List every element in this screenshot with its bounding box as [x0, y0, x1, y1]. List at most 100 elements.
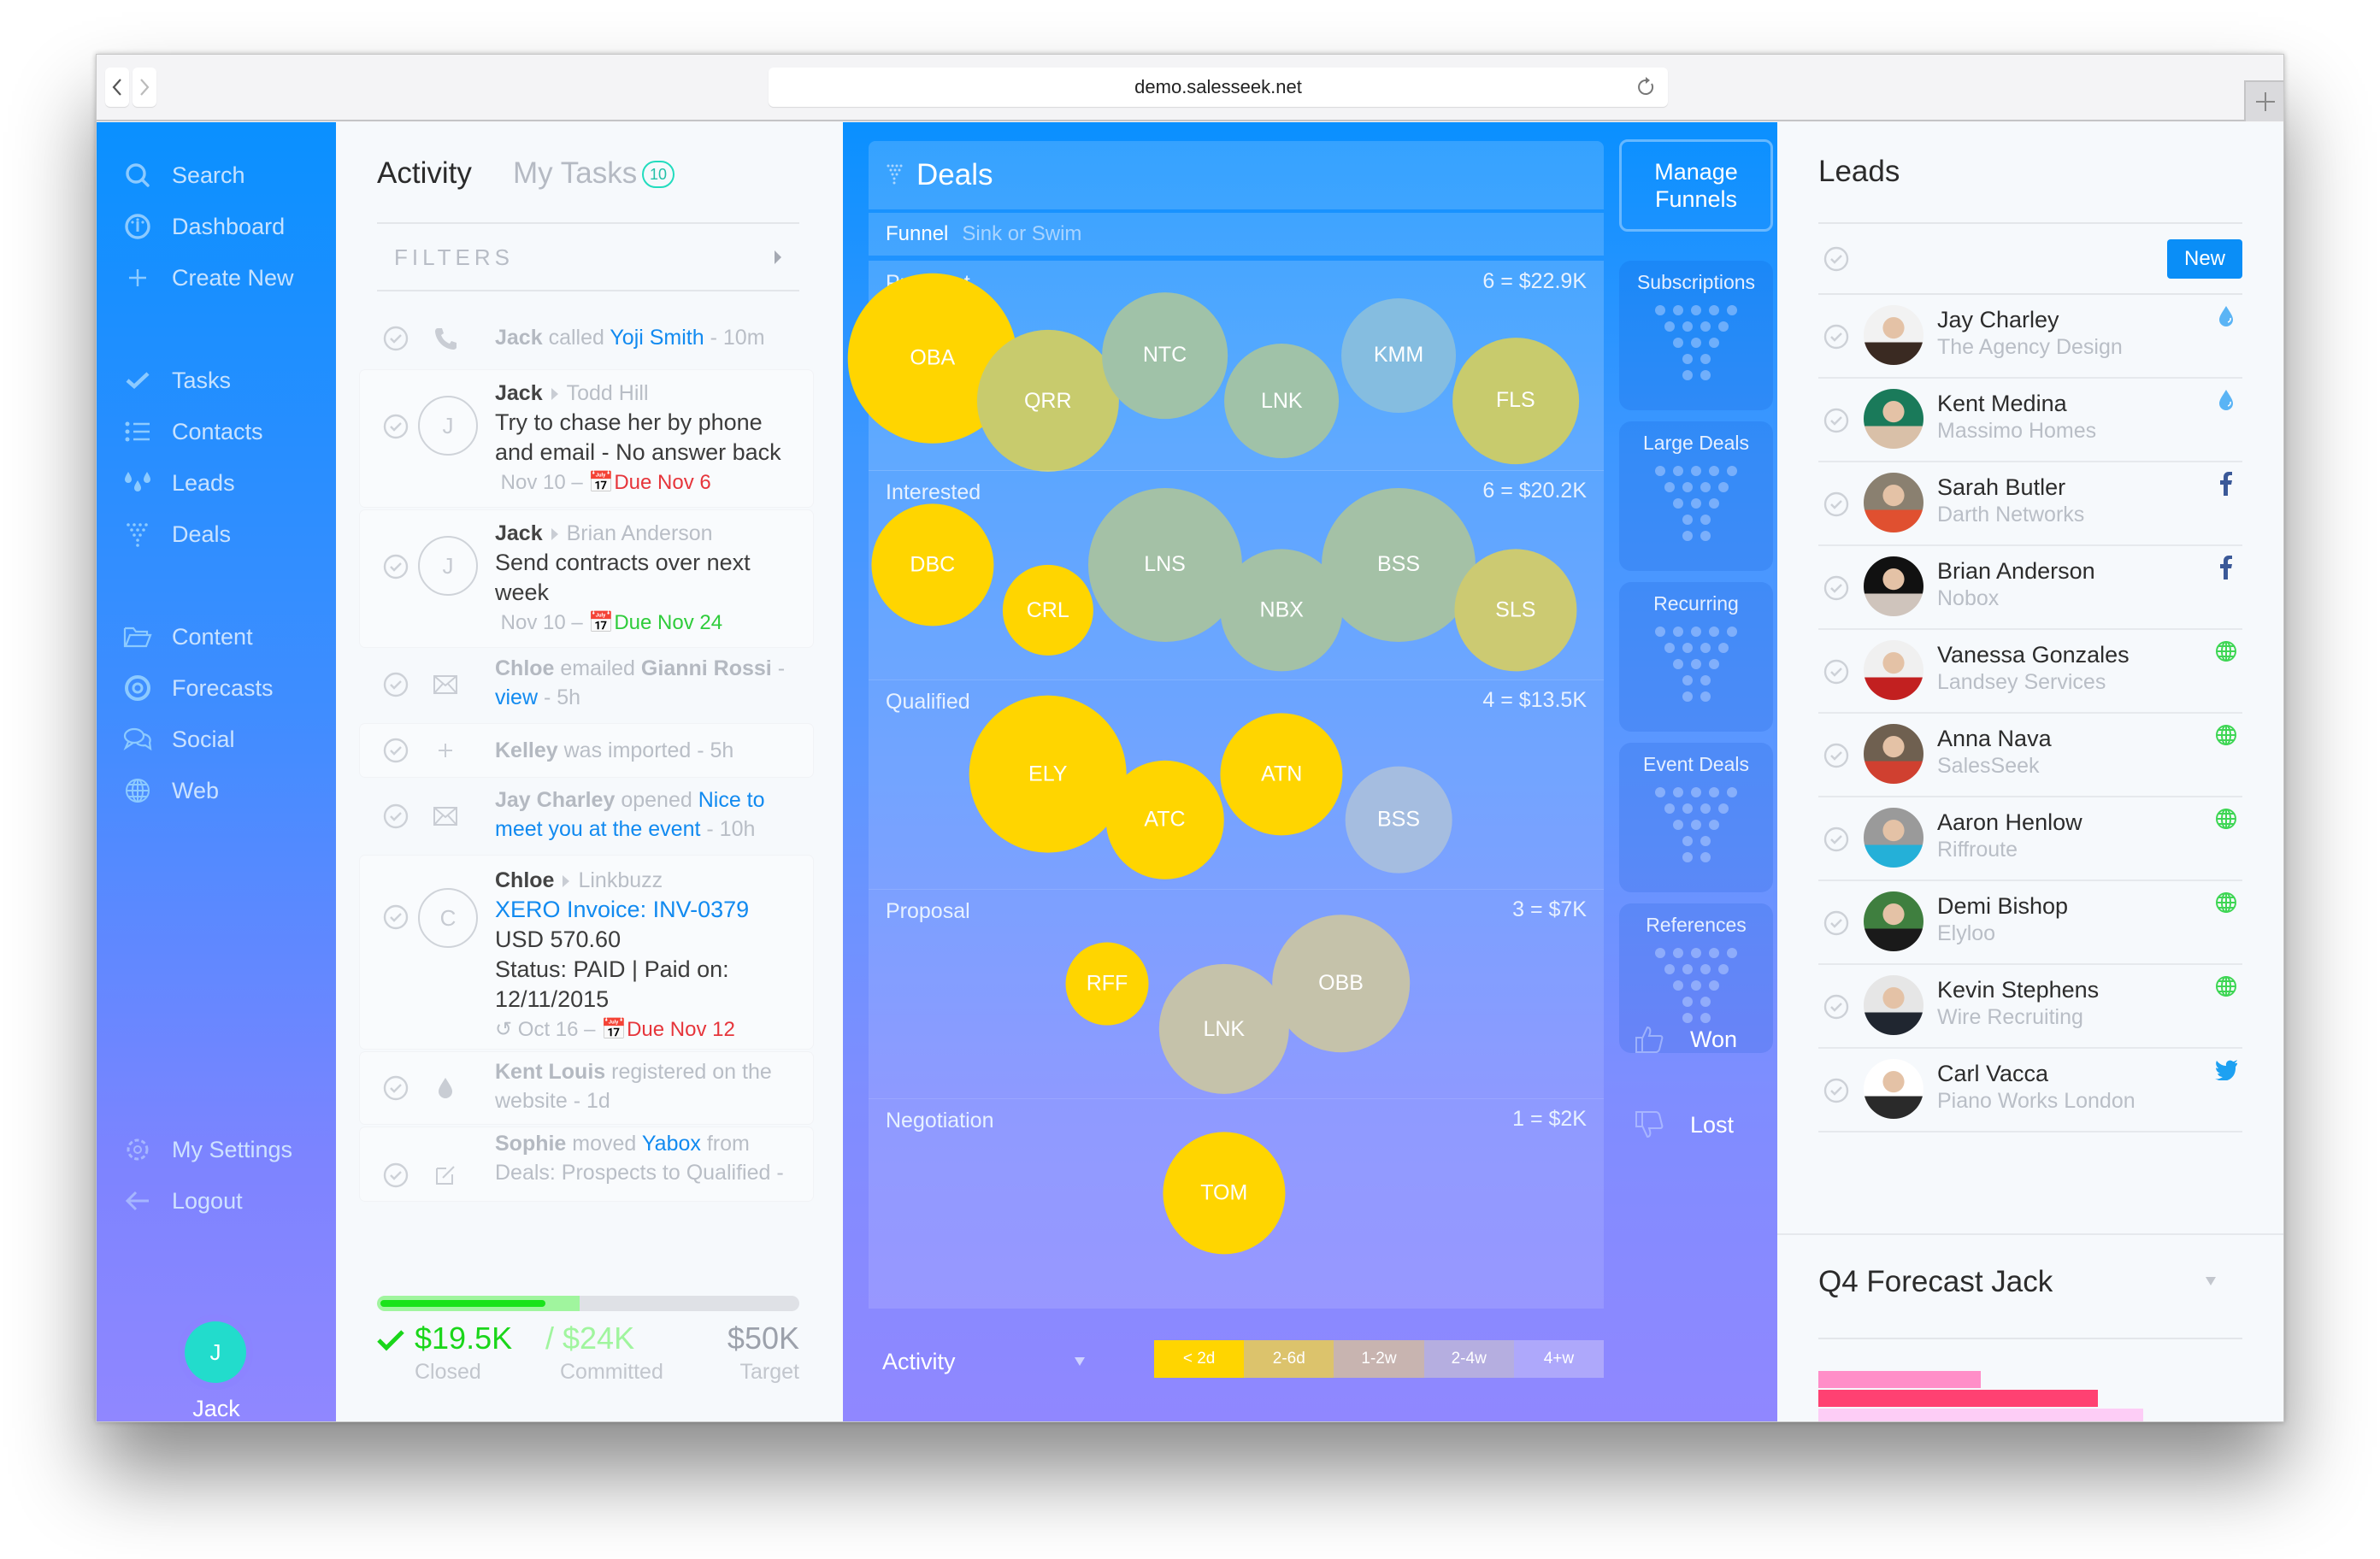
- select-all-check-icon[interactable]: [1823, 245, 1850, 273]
- won-dropzone[interactable]: Won: [1634, 1024, 1737, 1055]
- check-circle-icon[interactable]: [382, 737, 409, 764]
- deal-bubble[interactable]: DBC: [871, 503, 994, 627]
- sidebar-item-deals[interactable]: Deals: [122, 517, 231, 551]
- tab-my-tasks[interactable]: My Tasks: [513, 156, 638, 190]
- sidebar-item-social[interactable]: Social: [122, 722, 235, 756]
- deal-bubble[interactable]: OBB: [1271, 914, 1411, 1053]
- funnel-card-event-deals[interactable]: Event Deals: [1619, 743, 1773, 892]
- sidebar-item-forecasts[interactable]: Forecasts: [122, 671, 274, 705]
- deal-link[interactable]: Yabox: [641, 1132, 701, 1156]
- check-circle-icon[interactable]: [382, 671, 409, 698]
- sidebar-item-my-settings[interactable]: My Settings: [122, 1132, 292, 1167]
- feed-item[interactable]: Jack called Yoji Smith - 10m: [360, 309, 813, 368]
- funnel-card-references[interactable]: References: [1619, 903, 1773, 1053]
- deal-bubble[interactable]: NTC: [1101, 291, 1228, 419]
- filters-toggle[interactable]: FILTERS: [377, 225, 799, 290]
- check-circle-icon[interactable]: [382, 803, 409, 830]
- feed-item[interactable]: Chloe emailed Gianni Rossi - view - 5h: [360, 650, 813, 719]
- deal-bubble[interactable]: LNS: [1087, 487, 1242, 642]
- check-circle-icon[interactable]: [1823, 407, 1850, 434]
- lead-row[interactable]: Carl Vacca Piano Works London: [1818, 1049, 2242, 1132]
- caret-down-icon[interactable]: [2205, 1276, 2217, 1286]
- deal-bubble[interactable]: ELY: [969, 695, 1128, 854]
- lead-name[interactable]: Sarah Butler: [1937, 474, 2066, 500]
- invoice-link[interactable]: XERO Invoice: INV-0379: [495, 897, 750, 922]
- deal-bubble[interactable]: ATN: [1220, 713, 1343, 836]
- activity-filter-dropdown[interactable]: Activity: [869, 1349, 1094, 1375]
- manage-funnels-button[interactable]: Manage Funnels: [1619, 139, 1773, 232]
- check-circle-icon[interactable]: [1823, 909, 1850, 937]
- check-circle-icon[interactable]: [1823, 323, 1850, 350]
- lead-row[interactable]: Kevin Stephens Wire Recruiting: [1818, 965, 2242, 1049]
- lead-name[interactable]: Kent Medina: [1937, 391, 2067, 416]
- lead-name[interactable]: Anna Nava: [1937, 726, 2052, 751]
- lead-name[interactable]: Brian Anderson: [1937, 558, 2095, 584]
- forward-button[interactable]: [133, 68, 156, 107]
- funnel-card-subscriptions[interactable]: Subscriptions: [1619, 261, 1773, 410]
- reload-icon[interactable]: [1635, 76, 1656, 98]
- deal-bubble[interactable]: LNK: [1158, 963, 1289, 1095]
- user-avatar[interactable]: J: [185, 1321, 246, 1383]
- feed-item-invoice[interactable]: C Chloe Linkbuzz XERO Invoice: INV-0379 U…: [360, 856, 813, 1049]
- contact-link[interactable]: Yoji Smith: [610, 326, 704, 350]
- check-circle-icon[interactable]: [382, 553, 409, 580]
- lead-row[interactable]: Demi Bishop Elyloo: [1818, 881, 2242, 965]
- sidebar-item-logout[interactable]: Logout: [122, 1184, 243, 1218]
- deal-bubble[interactable]: TOM: [1163, 1132, 1286, 1255]
- deal-bubble[interactable]: RFF: [1065, 942, 1149, 1026]
- feed-item-task[interactable]: J Jack Todd Hill Try to chase her by phon…: [360, 370, 813, 507]
- deal-bubble[interactable]: CRL: [1002, 564, 1093, 656]
- check-circle-icon[interactable]: [1823, 742, 1850, 769]
- deal-bubble[interactable]: FLS: [1452, 338, 1579, 464]
- lead-row[interactable]: Brian Anderson Nobox: [1818, 546, 2242, 630]
- check-circle-icon[interactable]: [382, 1162, 409, 1189]
- funnel-name[interactable]: Sink or Swim: [962, 222, 1082, 245]
- check-circle-icon[interactable]: [1823, 826, 1850, 853]
- feed-item-task[interactable]: J Jack Brian Anderson Send contracts over…: [360, 510, 813, 647]
- sidebar-item-web[interactable]: Web: [122, 774, 219, 808]
- deal-bubble[interactable]: LNK: [1224, 344, 1340, 458]
- lead-name[interactable]: Vanessa Gonzales: [1937, 642, 2130, 668]
- sidebar-item-create-new[interactable]: Create New: [122, 261, 294, 295]
- check-circle-icon[interactable]: [382, 413, 409, 440]
- view-link[interactable]: view: [495, 685, 539, 709]
- deal-bubble[interactable]: QRR: [976, 329, 1119, 473]
- back-button[interactable]: [105, 68, 129, 107]
- address-bar[interactable]: demo.salesseek.net: [769, 68, 1668, 107]
- check-circle-icon[interactable]: [1823, 658, 1850, 685]
- lead-row[interactable]: Anna Nava SalesSeek: [1818, 714, 2242, 797]
- deal-bubble[interactable]: SLS: [1454, 549, 1577, 672]
- deal-bubble[interactable]: ATC: [1105, 760, 1224, 880]
- lead-row[interactable]: Jay Charley The Agency Design: [1818, 295, 2242, 379]
- check-circle-icon[interactable]: [1823, 1077, 1850, 1104]
- deal-bubble[interactable]: BSS: [1345, 766, 1452, 874]
- feed-item[interactable]: Sophie moved Yabox from Deals: Prospects…: [360, 1127, 813, 1201]
- lead-row[interactable]: Vanessa Gonzales Landsey Services: [1818, 630, 2242, 714]
- check-circle-icon[interactable]: [382, 325, 409, 352]
- sidebar-item-contacts[interactable]: Contacts: [122, 415, 263, 449]
- new-lead-button[interactable]: New: [2167, 239, 2242, 279]
- lead-name[interactable]: Jay Charley: [1937, 307, 2059, 332]
- sidebar-item-leads[interactable]: Leads: [122, 466, 235, 500]
- check-circle-icon[interactable]: [382, 903, 409, 931]
- feed-item[interactable]: Jay Charley opened Nice to meet you at t…: [360, 780, 813, 852]
- deal-bubble[interactable]: KMM: [1341, 297, 1456, 413]
- check-circle-icon[interactable]: [1823, 993, 1850, 1021]
- new-tab-button[interactable]: [2244, 80, 2283, 121]
- lead-name[interactable]: Aaron Henlow: [1937, 809, 2082, 835]
- check-circle-icon[interactable]: [1823, 574, 1850, 602]
- deal-bubble[interactable]: BSS: [1321, 487, 1476, 642]
- sidebar-item-dashboard[interactable]: Dashboard: [122, 209, 285, 244]
- funnel-card-recurring[interactable]: Recurring: [1619, 582, 1773, 732]
- funnel-card-large-deals[interactable]: Large Deals: [1619, 421, 1773, 571]
- lead-row[interactable]: Kent Medina Massimo Homes: [1818, 379, 2242, 462]
- sidebar-item-content[interactable]: Content: [122, 620, 253, 654]
- funnel-selector[interactable]: Funnel Sink or Swim: [869, 213, 1604, 256]
- tab-activity[interactable]: Activity: [377, 156, 472, 190]
- lost-dropzone[interactable]: Lost: [1634, 1109, 1734, 1140]
- feed-item[interactable]: Kelley was imported - 5h: [360, 724, 813, 777]
- lead-name[interactable]: Carl Vacca: [1937, 1061, 2049, 1086]
- feed-item[interactable]: Kent Louis registered on the website - 1…: [360, 1052, 813, 1124]
- lead-row[interactable]: Aaron Henlow Riffroute: [1818, 797, 2242, 881]
- lead-row[interactable]: Sarah Butler Darth Networks: [1818, 462, 2242, 546]
